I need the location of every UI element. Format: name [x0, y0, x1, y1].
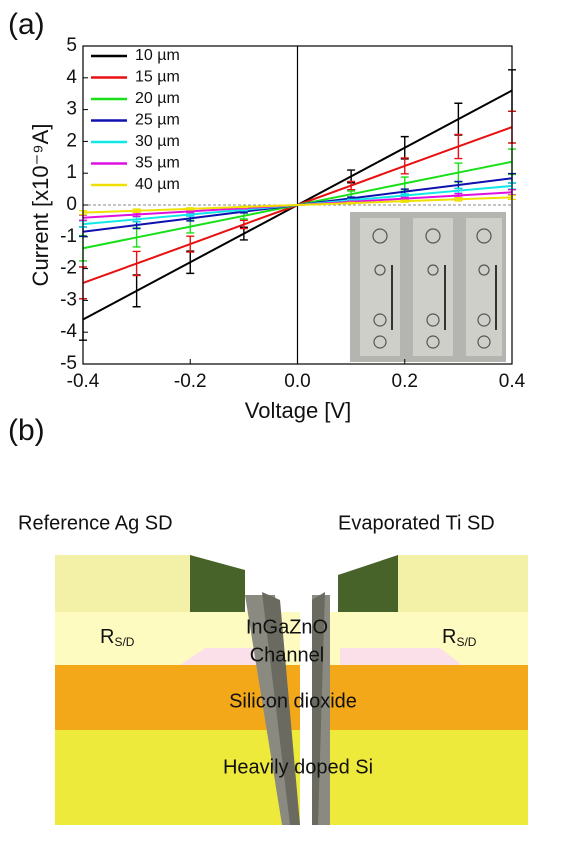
- y-tick-label: -3: [60, 289, 77, 310]
- y-tick-label: 3: [66, 99, 77, 120]
- x-tick-label: -0.2: [174, 371, 207, 392]
- error-bar: [240, 206, 248, 207]
- y-tick-label: 4: [66, 67, 77, 88]
- error-bar: [133, 275, 141, 307]
- y-tick-label: -4: [60, 321, 77, 342]
- rsd-main: R: [442, 626, 456, 648]
- error-bar: [454, 103, 462, 135]
- y-tick-label: 0: [66, 194, 77, 215]
- y-axis-label: Current [x10⁻⁹A]: [28, 124, 53, 287]
- error-bar: [347, 202, 355, 203]
- legend-label: 20 µm: [135, 90, 180, 107]
- y-tick-label: 5: [66, 35, 77, 56]
- x-tick-label: 0.0: [284, 371, 310, 392]
- legend-label: 10 µm: [135, 47, 180, 64]
- inset-photo: [350, 212, 506, 362]
- x-tick-label: -0.4: [67, 371, 100, 392]
- diagram-label: InGaZnO: [246, 616, 328, 638]
- legend-label: 25 µm: [135, 112, 180, 129]
- diagram-label: Silicon dioxide: [229, 690, 357, 712]
- error-bar: [401, 137, 409, 159]
- rsd-sub: S/D: [456, 635, 476, 649]
- legend-label: 30 µm: [135, 133, 180, 150]
- error-bar: [186, 251, 194, 273]
- y-tick-label: -1: [60, 226, 77, 247]
- y-tick-label: 2: [66, 130, 77, 151]
- figure: (a) (b) Voltage [V] Current [x10⁻⁹A]: [0, 0, 564, 853]
- panel-label: (b): [8, 414, 45, 447]
- diagram-label: Channel: [250, 644, 325, 666]
- panel-label: (a): [8, 8, 45, 41]
- diagram-label: Reference Ag SD: [18, 512, 173, 534]
- x-tick-label: 0.2: [392, 371, 418, 392]
- y-tick-label: -2: [60, 258, 77, 279]
- rsd-main: R: [100, 626, 114, 648]
- legend-label: 15 µm: [135, 69, 180, 86]
- diagram-label: Heavily doped Si: [223, 756, 373, 778]
- y-tick-label: 1: [66, 162, 77, 183]
- legend-label: 40 µm: [135, 176, 180, 193]
- x-axis-label: Voltage [V]: [245, 398, 351, 423]
- rsd-sub: S/D: [114, 635, 134, 649]
- diagram-label: Evaporated Ti SD: [338, 512, 495, 534]
- x-tick-label: 0.4: [499, 371, 526, 392]
- legend-label: 35 µm: [135, 155, 180, 172]
